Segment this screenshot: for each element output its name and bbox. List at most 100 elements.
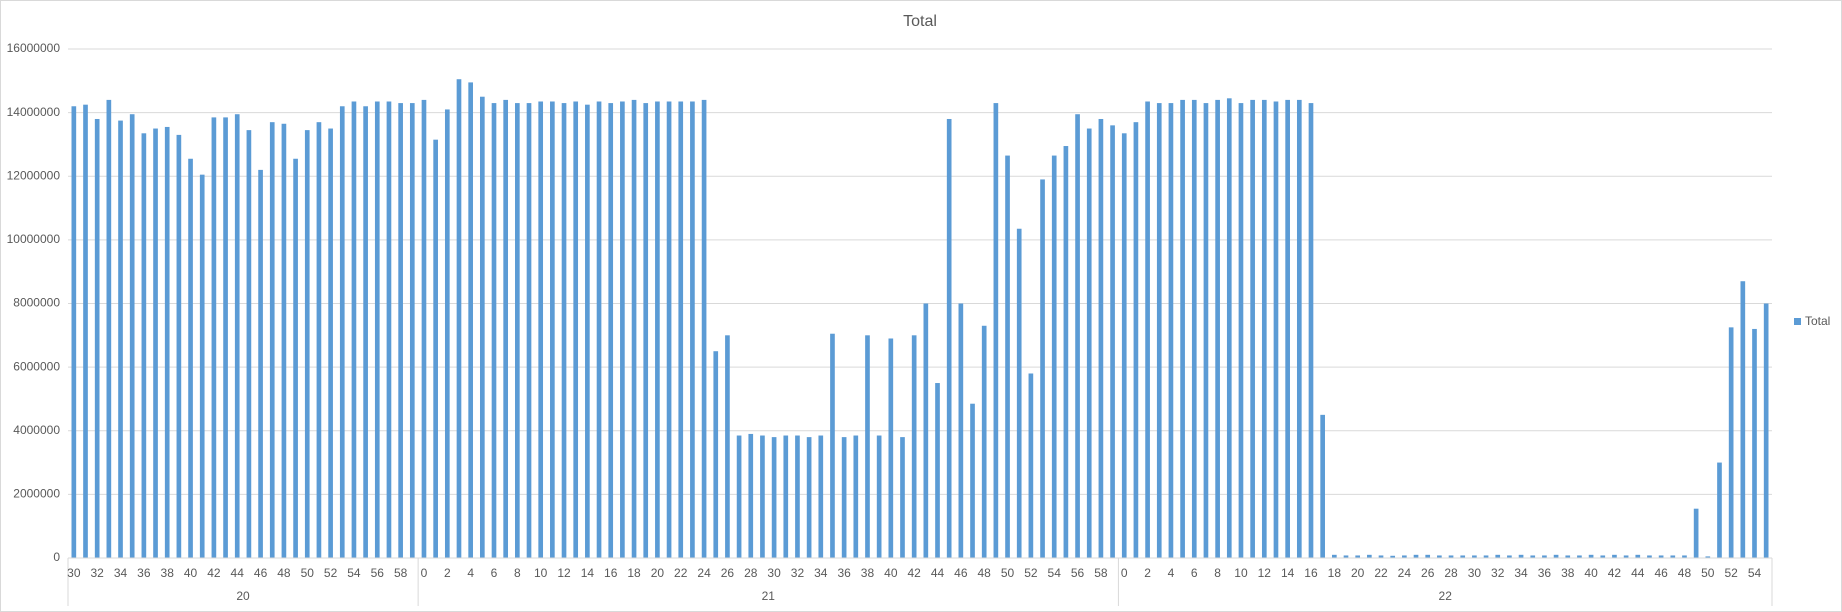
legend-swatch bbox=[1794, 318, 1801, 325]
bar bbox=[83, 104, 88, 558]
bar bbox=[503, 99, 509, 559]
x-tick-label: 38 bbox=[861, 566, 875, 580]
bar bbox=[515, 103, 520, 559]
bar bbox=[456, 79, 462, 559]
bar bbox=[1238, 103, 1244, 559]
bar bbox=[1168, 103, 1174, 559]
x-tick-label: 44 bbox=[931, 566, 945, 580]
bar bbox=[211, 117, 217, 558]
bar bbox=[958, 303, 964, 558]
bar bbox=[1740, 281, 1746, 558]
bar bbox=[1075, 114, 1080, 558]
x-tick-label: 30 bbox=[767, 566, 781, 580]
x-tick-label: 34 bbox=[1514, 566, 1528, 580]
x-tick-label: 54 bbox=[347, 566, 361, 580]
bar bbox=[981, 325, 987, 558]
bar bbox=[1040, 179, 1045, 558]
x-tick-label: 38 bbox=[161, 566, 175, 580]
bar bbox=[1156, 103, 1162, 559]
bar bbox=[608, 103, 614, 559]
x-tick-label: 6 bbox=[1191, 566, 1198, 580]
x-tick-label: 10 bbox=[534, 566, 548, 580]
bar bbox=[935, 383, 940, 558]
bar bbox=[1682, 555, 1687, 558]
bar bbox=[374, 101, 380, 558]
bar bbox=[1226, 98, 1232, 558]
y-tick-label: 6000000 bbox=[13, 359, 60, 373]
bar bbox=[1086, 128, 1092, 558]
bar bbox=[876, 435, 882, 558]
bar bbox=[106, 99, 112, 559]
bar bbox=[993, 103, 999, 559]
bar bbox=[141, 133, 147, 558]
x-tick-label: 16 bbox=[604, 566, 618, 580]
bar bbox=[1705, 556, 1711, 558]
y-tick-label: 4000000 bbox=[13, 423, 60, 437]
bar bbox=[1320, 414, 1325, 558]
bar bbox=[409, 103, 415, 559]
bar bbox=[293, 158, 298, 559]
x-tick-label: 54 bbox=[1748, 566, 1762, 580]
x-tick-label: 54 bbox=[1048, 566, 1062, 580]
bar bbox=[1518, 554, 1524, 558]
bar bbox=[246, 130, 252, 558]
bar bbox=[783, 435, 789, 558]
x-tick-label: 48 bbox=[978, 566, 992, 580]
bar bbox=[468, 82, 473, 558]
bar bbox=[164, 126, 170, 559]
bar bbox=[1472, 555, 1477, 558]
x-tick-label: 32 bbox=[90, 566, 104, 580]
x-tick-label: 22 bbox=[1374, 566, 1388, 580]
bar bbox=[946, 118, 952, 559]
bar bbox=[573, 101, 579, 558]
bar bbox=[433, 139, 438, 558]
bar bbox=[1495, 554, 1501, 558]
y-tick-label: 10000000 bbox=[7, 232, 61, 246]
bar bbox=[1530, 555, 1536, 558]
bar bbox=[234, 114, 240, 558]
bar bbox=[620, 101, 625, 558]
bar bbox=[1658, 555, 1664, 558]
x-tick-label: 12 bbox=[1258, 566, 1272, 580]
group-label: 21 bbox=[762, 589, 776, 603]
bar bbox=[1355, 555, 1361, 558]
x-tick-label: 50 bbox=[1001, 566, 1015, 580]
bar bbox=[1752, 328, 1757, 558]
bar bbox=[1437, 555, 1442, 558]
bar bbox=[1016, 228, 1022, 558]
bar bbox=[258, 169, 263, 558]
x-tick-label: 32 bbox=[791, 566, 805, 580]
bar bbox=[526, 103, 532, 559]
bar bbox=[911, 335, 917, 558]
x-tick-label: 18 bbox=[627, 566, 641, 580]
bar bbox=[1553, 554, 1559, 558]
bar bbox=[1693, 508, 1699, 558]
x-tick-label: 10 bbox=[1234, 566, 1248, 580]
x-tick-label: 42 bbox=[907, 566, 921, 580]
bar bbox=[1331, 554, 1337, 558]
bar bbox=[585, 104, 590, 558]
bar bbox=[1670, 555, 1676, 558]
bar bbox=[760, 435, 765, 558]
x-tick-label: 58 bbox=[1094, 566, 1108, 580]
x-tick-label: 24 bbox=[697, 566, 711, 580]
x-tick-label: 58 bbox=[394, 566, 408, 580]
bar bbox=[199, 174, 205, 559]
x-tick-label: 14 bbox=[1281, 566, 1295, 580]
bar bbox=[748, 433, 754, 558]
bar bbox=[94, 118, 100, 559]
bar bbox=[1203, 103, 1209, 559]
x-tick-label: 42 bbox=[1608, 566, 1622, 580]
bar bbox=[1460, 555, 1466, 558]
x-tick-label: 44 bbox=[231, 566, 245, 580]
bar bbox=[351, 101, 357, 558]
bar bbox=[1343, 555, 1349, 558]
x-tick-label: 56 bbox=[1071, 566, 1085, 580]
bar bbox=[1728, 327, 1734, 558]
x-tick-label: 40 bbox=[1584, 566, 1598, 580]
bar bbox=[900, 437, 905, 558]
x-tick-label: 16 bbox=[1304, 566, 1318, 580]
bar bbox=[795, 435, 800, 558]
bar bbox=[223, 117, 228, 558]
